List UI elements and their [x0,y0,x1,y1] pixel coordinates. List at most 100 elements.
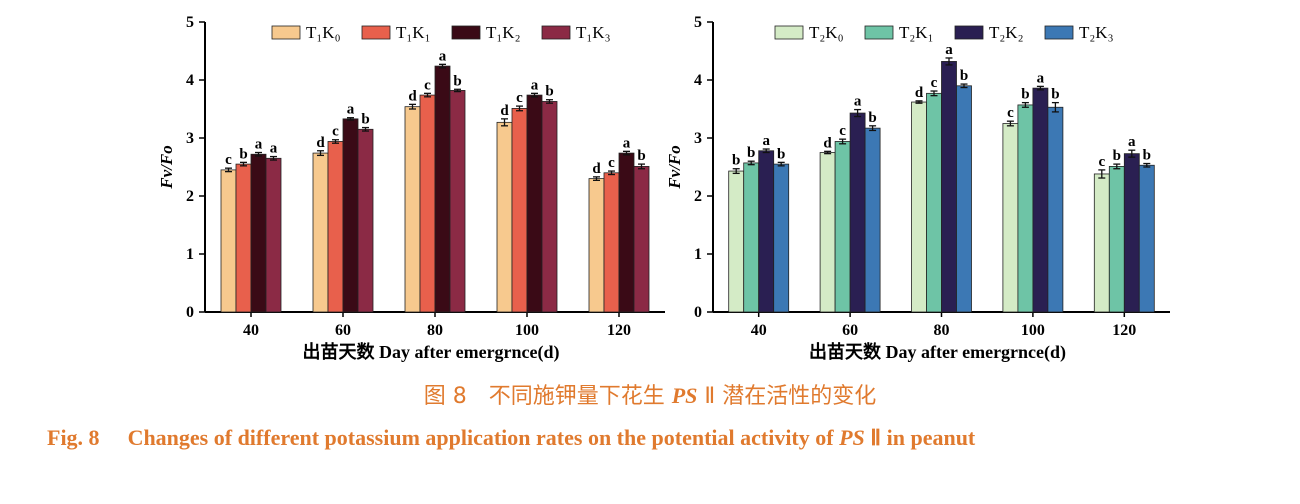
significance-label: b [637,148,645,164]
bar [926,92,942,313]
bar [956,85,972,313]
significance-label: a [945,42,953,58]
significance-label: c [931,75,938,91]
significance-label: b [747,145,755,161]
x-tick-label: 100 [515,322,539,339]
legend-swatch [774,25,804,40]
significance-label: c [1007,105,1014,121]
significance-label: a [255,137,263,153]
bar [1032,87,1049,313]
x-tick-label: 100 [1021,322,1045,339]
significance-label: c [424,77,431,93]
x-tick-label: 80 [427,322,443,339]
bar [220,169,237,313]
y-axis-label: Fv/Fo [157,145,176,189]
significance-label: b [777,146,785,162]
caption-cn-italic: PS [671,383,698,408]
x-tick-label: 40 [751,322,767,339]
significance-label: b [239,146,247,162]
bar [526,94,543,313]
bar [618,152,635,313]
legend-swatch [954,25,984,40]
legend-label: T₁K₃ [576,23,611,42]
y-tick-label: 0 [186,304,194,321]
legend-label: T₂K₃ [1079,23,1114,42]
significance-label: b [1021,87,1029,103]
y-tick-label: 3 [694,130,702,147]
caption-figure-label: Fig. 8 [47,425,100,450]
bar [250,153,267,313]
bar [1108,166,1125,313]
significance-label: a [531,77,539,93]
caption-en-italic: PS [839,425,865,450]
y-tick-label: 1 [694,246,702,263]
significance-label: a [439,48,447,64]
legend: T₂K₀ T₂K₁ T₂K₂ T₂K₃ [774,23,1114,42]
significance-label: d [592,161,601,177]
x-axis-label: 出苗天数 Day after emergrnce(d) [302,341,559,363]
significance-label: c [332,124,339,140]
legend-label: T₂K₂ [989,23,1024,42]
bar [449,90,466,313]
significance-label: a [347,102,355,118]
bar [588,178,605,313]
bar [342,118,359,313]
legend: T₁K₀ T₁K₁ T₁K₂ T₁K₃ [271,23,611,42]
significance-label: a [623,135,631,151]
significance-label: b [361,112,369,128]
legend-label: T₂K₀ [809,23,844,42]
y-axis-label: Fv/Fo [665,145,684,189]
legend-label: T₂K₁ [899,23,934,42]
caption-english: Fig. 8 Changes of different potassium app… [47,425,975,451]
legend-swatch [271,25,301,40]
bar [419,94,436,313]
bar [434,65,451,313]
bar [633,166,650,313]
significance-label: c [1098,154,1105,170]
legend-label: T₁K₂ [486,23,521,42]
caption-chinese: 图 8 不同施钾量下花生 PS Ⅱ 潜在活性的变化 [0,378,1300,410]
legend-swatch [1044,25,1074,40]
significance-label: d [500,103,509,119]
caption-en-suffix: Ⅱ in peanut [864,425,976,450]
significance-label: a [1128,134,1136,150]
x-tick-label: 80 [934,322,950,339]
y-tick-label: 0 [694,304,702,321]
legend-swatch [864,25,894,40]
bar [1123,153,1140,313]
legend-swatch [361,25,391,40]
bar [864,127,881,313]
caption-cn-suffix: Ⅱ 潜在活性的变化 [697,384,877,409]
y-tick-label: 4 [186,72,194,89]
significance-label: c [839,123,846,139]
bar [496,121,513,313]
significance-label: d [823,135,832,151]
significance-label: a [1037,70,1045,86]
legend-label: T₁K₀ [306,23,341,42]
bar [773,163,790,313]
significance-label: a [762,133,770,149]
significance-label: b [545,84,553,100]
significance-label: b [1143,148,1151,164]
y-tick-label: 2 [186,188,194,205]
bar [728,170,745,313]
significance-label: c [225,152,232,168]
bar [1017,104,1034,313]
bar [1047,106,1064,313]
significance-label: b [1113,148,1121,164]
y-tick-label: 5 [694,14,702,31]
bar [819,152,836,313]
significance-label: d [408,88,417,104]
significance-label: a [270,141,278,157]
x-tick-label: 120 [1112,322,1136,339]
bar [849,112,866,313]
x-tick-label: 40 [243,322,259,339]
bar [743,162,760,313]
y-tick-label: 3 [186,130,194,147]
bar [941,61,957,313]
x-axis-label: 出苗天数 Day after emergrnce(d) [809,341,1066,363]
x-tick-label: 120 [607,322,631,339]
legend-label: T₁K₁ [396,23,431,42]
